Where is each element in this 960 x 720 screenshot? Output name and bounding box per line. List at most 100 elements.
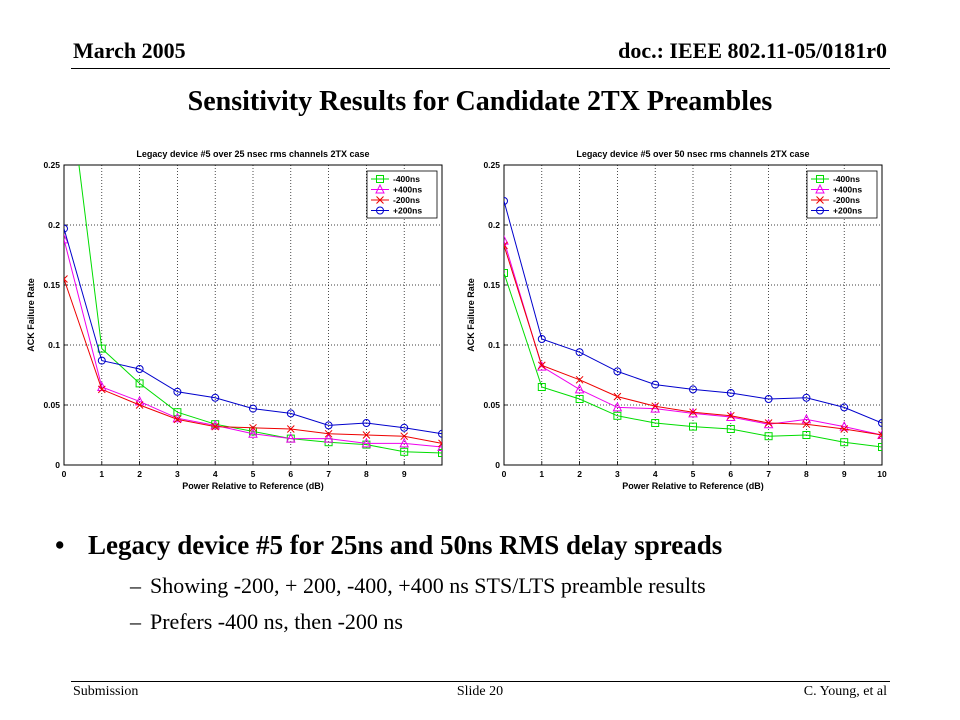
legend-marker bbox=[816, 175, 824, 183]
data-point bbox=[400, 447, 409, 456]
data-point bbox=[64, 233, 69, 244]
sub-bullet-dash: – bbox=[130, 609, 141, 634]
data-point bbox=[839, 420, 850, 431]
legend-marker bbox=[816, 206, 824, 215]
x-tick-label: 10 bbox=[877, 469, 887, 479]
data-point bbox=[575, 348, 584, 357]
x-tick-label: 0 bbox=[502, 469, 507, 479]
data-point bbox=[504, 269, 508, 277]
x-axis-label: Power Relative to Reference (dB) bbox=[622, 481, 764, 491]
y-tick-label: 0.2 bbox=[488, 220, 500, 230]
data-point bbox=[248, 428, 258, 438]
y-tick-label: 0.25 bbox=[483, 160, 500, 170]
data-point bbox=[399, 437, 410, 448]
data-point bbox=[764, 395, 773, 403]
data-point bbox=[438, 449, 442, 457]
series-line bbox=[504, 272, 882, 448]
data-point bbox=[438, 429, 442, 438]
series-group bbox=[64, 165, 442, 457]
legend-label: -400ns bbox=[833, 174, 860, 184]
series-group bbox=[504, 197, 882, 451]
sub-bullet-1-text: Showing -200, + 200, -400, +400 ns STS/L… bbox=[150, 573, 706, 598]
data-point bbox=[726, 411, 735, 420]
data-point bbox=[689, 408, 697, 417]
data-point bbox=[324, 421, 333, 430]
series-line bbox=[504, 200, 882, 424]
bullet-dot: • bbox=[55, 530, 65, 560]
data-point bbox=[802, 420, 811, 429]
data-point bbox=[689, 385, 697, 394]
y-tick-label: 0.15 bbox=[483, 280, 500, 290]
series-line bbox=[64, 228, 442, 435]
legend-label: +400ns bbox=[393, 185, 422, 195]
x-tick-label: 6 bbox=[288, 469, 293, 479]
legend-label: +200ns bbox=[833, 206, 862, 216]
x-axis-label: Power Relative to Reference (dB) bbox=[182, 481, 324, 491]
data-point bbox=[286, 425, 295, 433]
footer-left: Submission bbox=[73, 684, 139, 699]
data-point bbox=[537, 383, 546, 391]
data-point bbox=[688, 407, 698, 418]
legend-marker bbox=[375, 183, 385, 194]
series-line bbox=[64, 239, 442, 448]
data-point bbox=[613, 392, 622, 401]
data-point bbox=[840, 425, 849, 433]
data-point bbox=[537, 335, 546, 343]
data-point bbox=[801, 413, 812, 424]
data-point bbox=[286, 409, 295, 418]
data-point bbox=[135, 379, 144, 388]
data-point bbox=[173, 415, 182, 424]
data-point bbox=[840, 438, 849, 447]
data-point bbox=[400, 423, 409, 432]
footer-slide-number: Slide 20 bbox=[456, 684, 504, 699]
data-point bbox=[97, 385, 106, 394]
y-tick-label: 0.05 bbox=[483, 400, 500, 410]
legend-marker bbox=[815, 183, 825, 194]
data-point bbox=[211, 422, 220, 431]
series-line bbox=[78, 165, 442, 454]
data-point bbox=[878, 431, 882, 439]
data-point bbox=[802, 431, 811, 439]
chart-title: Legacy device #5 over 50 nsec rms channe… bbox=[576, 149, 809, 159]
data-point bbox=[878, 419, 882, 427]
chart-title: Legacy device #5 over 25 nsec rms channe… bbox=[136, 149, 369, 159]
data-point bbox=[537, 361, 546, 370]
legend-label: +400ns bbox=[833, 185, 862, 195]
data-point bbox=[96, 381, 107, 391]
data-point bbox=[173, 387, 182, 396]
legend-label: +200ns bbox=[393, 206, 422, 216]
x-tick-label: 1 bbox=[99, 469, 104, 479]
data-point bbox=[504, 234, 509, 245]
x-tick-label: 5 bbox=[691, 469, 696, 479]
legend-marker bbox=[376, 206, 384, 215]
x-tick-label: 8 bbox=[804, 469, 809, 479]
x-tick-label: 5 bbox=[251, 469, 256, 479]
bullet-list: • Legacy device #5 for 25ns and 50ns RMS … bbox=[55, 530, 722, 645]
x-tick-label: 3 bbox=[175, 469, 180, 479]
y-tick-label: 0.25 bbox=[43, 160, 60, 170]
chart-25ns: Legacy device #5 over 25 nsec rms channe… bbox=[26, 149, 443, 491]
data-point bbox=[878, 443, 882, 451]
data-point bbox=[613, 411, 622, 420]
data-point bbox=[362, 431, 371, 439]
y-tick-label: 0.15 bbox=[43, 280, 60, 290]
data-point bbox=[764, 432, 773, 441]
sub-bullet-2: – Prefers -400 ns, then -200 ns bbox=[130, 609, 722, 635]
footer-rule bbox=[71, 681, 890, 682]
data-point bbox=[726, 425, 735, 433]
x-tick-label: 9 bbox=[842, 469, 847, 479]
y-tick-label: 0.1 bbox=[48, 340, 60, 350]
y-axis-label: ACK Failure Rate bbox=[466, 278, 476, 352]
data-point bbox=[64, 224, 68, 233]
bullet-main-text: Legacy device #5 for 25ns and 50ns RMS d… bbox=[88, 530, 723, 560]
x-tick-label: 4 bbox=[213, 469, 218, 479]
data-point bbox=[763, 418, 774, 429]
x-tick-label: 1 bbox=[539, 469, 544, 479]
data-point bbox=[438, 439, 442, 448]
data-point bbox=[840, 403, 849, 412]
data-point bbox=[651, 402, 660, 411]
data-point bbox=[173, 408, 182, 417]
header-rule bbox=[71, 68, 890, 69]
data-point bbox=[211, 393, 220, 402]
y-axis-label: ACK Failure Rate bbox=[26, 278, 36, 352]
